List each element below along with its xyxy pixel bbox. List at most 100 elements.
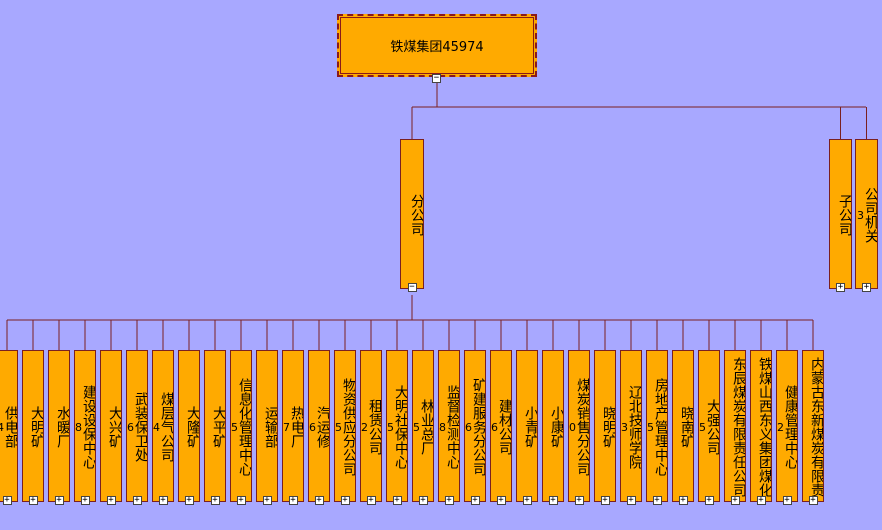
child-count: 216 — [465, 420, 472, 434]
child-expand-toggle[interactable]: + — [418, 495, 428, 505]
child-node[interactable]: 热电厂517 — [282, 350, 304, 502]
child-node[interactable]: 辽北技师学院243 — [620, 350, 642, 502]
node-label: 小康矿 — [543, 355, 563, 499]
child-expand-toggle[interactable]: + — [54, 495, 64, 505]
node-label: 租赁公司92 — [361, 355, 381, 499]
node-name: 物资供应分公司 — [341, 378, 355, 476]
branch-node-1[interactable]: 分公司 — [400, 139, 424, 289]
node-name: 林业总厂 — [419, 399, 433, 455]
child-expand-toggle[interactable]: + — [288, 495, 298, 505]
child-node[interactable]: 监督检测中心108 — [438, 350, 460, 502]
child-node[interactable]: 健康管理中心52 — [776, 350, 798, 502]
child-expand-toggle[interactable]: + — [210, 495, 220, 505]
child-node[interactable]: 煤炭销售分公司250 — [568, 350, 590, 502]
child-expand-toggle[interactable]: + — [2, 495, 12, 505]
root-node[interactable]: 铁煤集团45974 — [337, 14, 537, 77]
child-node[interactable]: 内蒙古东新煤炭有限责 — [802, 350, 824, 502]
child-expand-toggle[interactable]: + — [28, 495, 38, 505]
child-expand-toggle[interactable]: + — [522, 495, 532, 505]
node-label: 辽北技师学院243 — [621, 355, 641, 499]
child-expand-toggle[interactable]: + — [366, 495, 376, 505]
child-node[interactable]: 信息化管理中心65 — [230, 350, 252, 502]
node-label: 武装保卫处866 — [127, 355, 147, 499]
child-expand-toggle[interactable]: + — [782, 495, 792, 505]
node-name: 健康管理中心 — [783, 385, 797, 469]
branch-node-3[interactable]: 公司机关533 — [855, 139, 878, 289]
node-name: 分公司 — [409, 194, 423, 236]
child-node[interactable]: 租赁公司92 — [360, 350, 382, 502]
child-expand-toggle[interactable]: + — [678, 495, 688, 505]
child-expand-toggle[interactable]: + — [730, 495, 740, 505]
child-node[interactable]: 供电部964 — [0, 350, 18, 502]
child-node[interactable]: 大强公司385 — [698, 350, 720, 502]
child-node[interactable]: 晓明矿 — [594, 350, 616, 502]
node-name: 房地产管理中心 — [653, 378, 667, 476]
child-node[interactable]: 大平矿 — [204, 350, 226, 502]
child-node[interactable]: 水暖厂 — [48, 350, 70, 502]
child-expand-toggle[interactable]: + — [574, 495, 584, 505]
child-node[interactable]: 建设设保中心438 — [74, 350, 96, 502]
child-node[interactable]: 煤层气公司494 — [152, 350, 174, 502]
node-label: 建材公司356 — [491, 355, 511, 499]
node-name: 水暖厂 — [55, 406, 69, 448]
node-name: 大平矿 — [211, 406, 225, 448]
child-node[interactable]: 林业总厂135 — [412, 350, 434, 502]
child-expand-toggle[interactable]: + — [548, 495, 558, 505]
child-expand-toggle[interactable]: + — [626, 495, 636, 505]
branch-toggle[interactable]: + — [836, 282, 845, 292]
child-expand-toggle[interactable]: + — [704, 495, 714, 505]
child-node[interactable]: 晓南矿 — [672, 350, 694, 502]
child-count: 517 — [283, 420, 290, 434]
child-expand-toggle[interactable]: + — [600, 495, 610, 505]
child-node[interactable]: 大兴矿 — [100, 350, 122, 502]
child-expand-toggle[interactable]: + — [496, 495, 506, 505]
child-expand-toggle[interactable]: + — [80, 495, 90, 505]
child-node[interactable]: 武装保卫处866 — [126, 350, 148, 502]
node-name: 大兴矿 — [107, 406, 121, 448]
child-node[interactable]: 汽运修536 — [308, 350, 330, 502]
node-name: 运输部 — [263, 406, 277, 448]
node-label: 煤层气公司494 — [153, 355, 173, 499]
child-expand-toggle[interactable]: + — [470, 495, 480, 505]
root-collapse-toggle[interactable]: − — [432, 73, 441, 83]
child-expand-toggle[interactable]: + — [106, 495, 116, 505]
child-node[interactable]: 东辰煤炭有限责任公司 — [724, 350, 746, 502]
node-name: 汽运修 — [315, 406, 329, 448]
node-label: 热电厂517 — [283, 355, 303, 499]
child-expand-toggle[interactable]: + — [808, 495, 818, 505]
child-node[interactable]: 小康矿 — [542, 350, 564, 502]
branch-toggle[interactable]: + — [862, 282, 871, 292]
child-expand-toggle[interactable]: + — [262, 495, 272, 505]
child-expand-toggle[interactable]: + — [236, 495, 246, 505]
child-expand-toggle[interactable]: + — [756, 495, 766, 505]
child-expand-toggle[interactable]: + — [132, 495, 142, 505]
child-node[interactable]: 运输部 — [256, 350, 278, 502]
child-node[interactable]: 建材公司356 — [490, 350, 512, 502]
child-node[interactable]: 矿建服务分公司216 — [464, 350, 486, 502]
child-expand-toggle[interactable]: + — [652, 495, 662, 505]
child-node[interactable]: 小青矿 — [516, 350, 538, 502]
child-expand-toggle[interactable]: + — [340, 495, 350, 505]
branch-node-2[interactable]: 子公司 — [829, 139, 852, 289]
child-node[interactable]: 房地产管理中心385 — [646, 350, 668, 502]
node-name: 内蒙古东新煤炭有限责 — [809, 357, 823, 497]
child-node[interactable]: 大明社保中心795 — [386, 350, 408, 502]
node-label: 大隆矿 — [179, 355, 199, 499]
child-expand-toggle[interactable]: + — [158, 495, 168, 505]
child-node[interactable]: 大明矿 — [22, 350, 44, 502]
child-node[interactable]: 物资供应分公司245 — [334, 350, 356, 502]
node-name: 大强公司 — [705, 399, 719, 455]
child-expand-toggle[interactable]: + — [184, 495, 194, 505]
node-label: 晓南矿 — [673, 355, 693, 499]
branch-toggle[interactable]: − — [407, 282, 417, 292]
child-expand-toggle[interactable]: + — [444, 495, 454, 505]
branch-count: 533 — [856, 208, 864, 222]
child-node[interactable]: 铁煤山西东义集团煤化 — [750, 350, 772, 502]
node-label: 子公司 — [830, 144, 851, 286]
child-expand-toggle[interactable]: + — [314, 495, 324, 505]
node-label: 东辰煤炭有限责任公司 — [725, 355, 745, 499]
node-label: 监督检测中心108 — [439, 355, 459, 499]
node-name: 监督检测中心 — [445, 385, 459, 469]
child-node[interactable]: 大隆矿 — [178, 350, 200, 502]
child-expand-toggle[interactable]: + — [392, 495, 402, 505]
